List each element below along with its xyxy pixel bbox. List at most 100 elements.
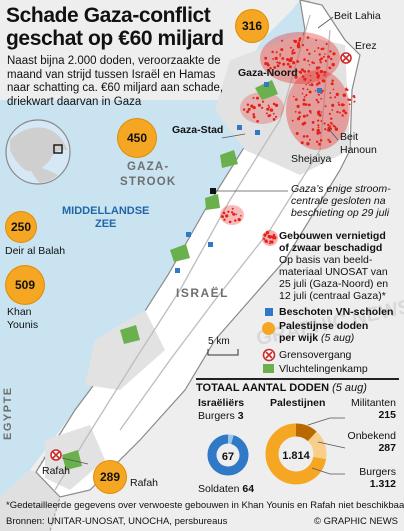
damage-dot <box>279 55 281 57</box>
damage-dot <box>324 128 327 131</box>
damage-dot <box>306 36 310 39</box>
damage-dot <box>261 100 265 103</box>
damage-dot <box>242 108 246 111</box>
damage-dot <box>309 112 312 114</box>
label-beit-hanoun-text: Beit Hanoun <box>340 131 377 156</box>
leader-line <box>61 457 89 465</box>
damage-dot <box>264 62 268 66</box>
damage-dot <box>288 65 292 69</box>
damage-dot <box>278 61 281 65</box>
damage-dot <box>327 138 330 141</box>
totals-palestinian-total: 1.814 <box>282 450 310 462</box>
label-shejaiya: Shejaiya <box>291 153 332 165</box>
leader-line <box>317 441 346 449</box>
label-rafah-crossing: Rafah <box>42 465 71 477</box>
legend-camp: Vluchtelingenkamp <box>279 363 368 375</box>
intro-text: Naast bijna 2.000 doden, veroorzaakte de… <box>7 55 224 108</box>
un-schools <box>175 82 322 273</box>
damage-dots <box>221 36 356 245</box>
damage-dot <box>342 103 345 106</box>
damage-dot <box>308 52 311 55</box>
scale-label: 5 km <box>208 336 230 347</box>
damage-dot <box>319 69 323 74</box>
damage-dot <box>330 117 333 120</box>
label-khan-younis-1: Khan <box>7 306 32 318</box>
leader-line <box>311 467 345 475</box>
damage-dot <box>311 128 315 131</box>
donut-segment-civilians <box>265 423 327 485</box>
damage-dot <box>329 67 332 70</box>
damage-dot <box>290 46 292 49</box>
damage-dot <box>316 140 319 143</box>
damage-dot <box>316 74 320 78</box>
damage-dot <box>338 103 341 106</box>
damage-dot <box>296 60 298 63</box>
damage-dot <box>317 119 320 122</box>
damage-dot <box>305 94 308 97</box>
damage-dot <box>317 101 320 104</box>
damage-dot <box>324 105 327 108</box>
damage-dot <box>263 237 266 240</box>
label-deir-al-balah: Deir al Balah <box>5 245 66 257</box>
damage-dot <box>280 48 284 52</box>
damage-dot <box>315 98 318 102</box>
damage-dot <box>294 98 298 101</box>
damage-dot <box>291 50 294 53</box>
damage-dot <box>272 118 276 121</box>
damage-dot <box>353 100 356 103</box>
damage-dot <box>302 114 306 118</box>
israeli-donut <box>207 434 249 476</box>
damage-dot <box>336 110 339 114</box>
death-circle-khan-younis: 509 <box>6 266 44 304</box>
page-title: Schade Gaza-conflict geschat op €60 milj… <box>6 4 224 50</box>
damage-dot <box>317 126 320 129</box>
legend-damaged-title-2: of zwaar beschadigd <box>279 242 383 254</box>
damage-dot <box>306 48 309 52</box>
damage-dot <box>334 96 337 99</box>
legend-damaged-title-1: Gebouwen vernietigd <box>279 230 386 242</box>
damage-dot <box>318 142 321 146</box>
damage-dot <box>265 112 268 115</box>
damage-dot <box>317 124 320 127</box>
damage-dot <box>303 70 305 73</box>
damage-dot <box>319 139 323 142</box>
urban-gaza-city <box>215 35 350 175</box>
damage-dot <box>296 104 300 108</box>
urban-khan-younis <box>85 310 165 390</box>
label-gaza-stad: Gaza-Stad <box>172 124 224 136</box>
damage-dot <box>228 220 232 224</box>
damage-dot <box>348 103 351 106</box>
damage-dot <box>310 83 314 87</box>
damage-dot <box>320 120 323 122</box>
damage-dot <box>234 219 237 222</box>
damage-dot <box>323 122 326 125</box>
refugee-camp <box>255 80 278 100</box>
damage-dot <box>327 123 330 127</box>
damage-dot <box>231 207 234 210</box>
damage-dot <box>294 75 298 79</box>
damage-dot <box>302 98 306 102</box>
damage-dot <box>302 87 305 90</box>
damage-dot <box>317 93 320 96</box>
legend-damaged-desc-2: materiaal UNOSAT van <box>279 266 388 278</box>
damage-dot <box>309 79 312 82</box>
damage-dot <box>330 82 334 86</box>
damage-dot <box>276 64 280 68</box>
damage-dot <box>257 103 261 107</box>
damage-dot <box>272 58 274 60</box>
leader-line <box>307 417 345 426</box>
label-erez: Erez <box>355 40 377 52</box>
totals-unknown: 287 <box>378 442 396 454</box>
damage-dot <box>267 104 270 107</box>
damage-dot <box>324 59 327 63</box>
label-gaza-strook-2: STROOK <box>120 176 177 188</box>
damage-dot <box>335 92 339 96</box>
legend-crossing: Grensovergang <box>279 349 352 361</box>
totals-israeli-soldiers: 64 <box>242 483 255 495</box>
totals-israeli-civilians-row: Burgers 3 <box>198 410 244 422</box>
damage-dot <box>313 62 316 65</box>
damage-dot <box>303 70 307 73</box>
label-gaza-strook-1: GAZA- <box>126 161 170 173</box>
power-plant-note-2: centrale gesloten na <box>291 195 386 207</box>
legend-deaths-swatch <box>262 322 275 335</box>
